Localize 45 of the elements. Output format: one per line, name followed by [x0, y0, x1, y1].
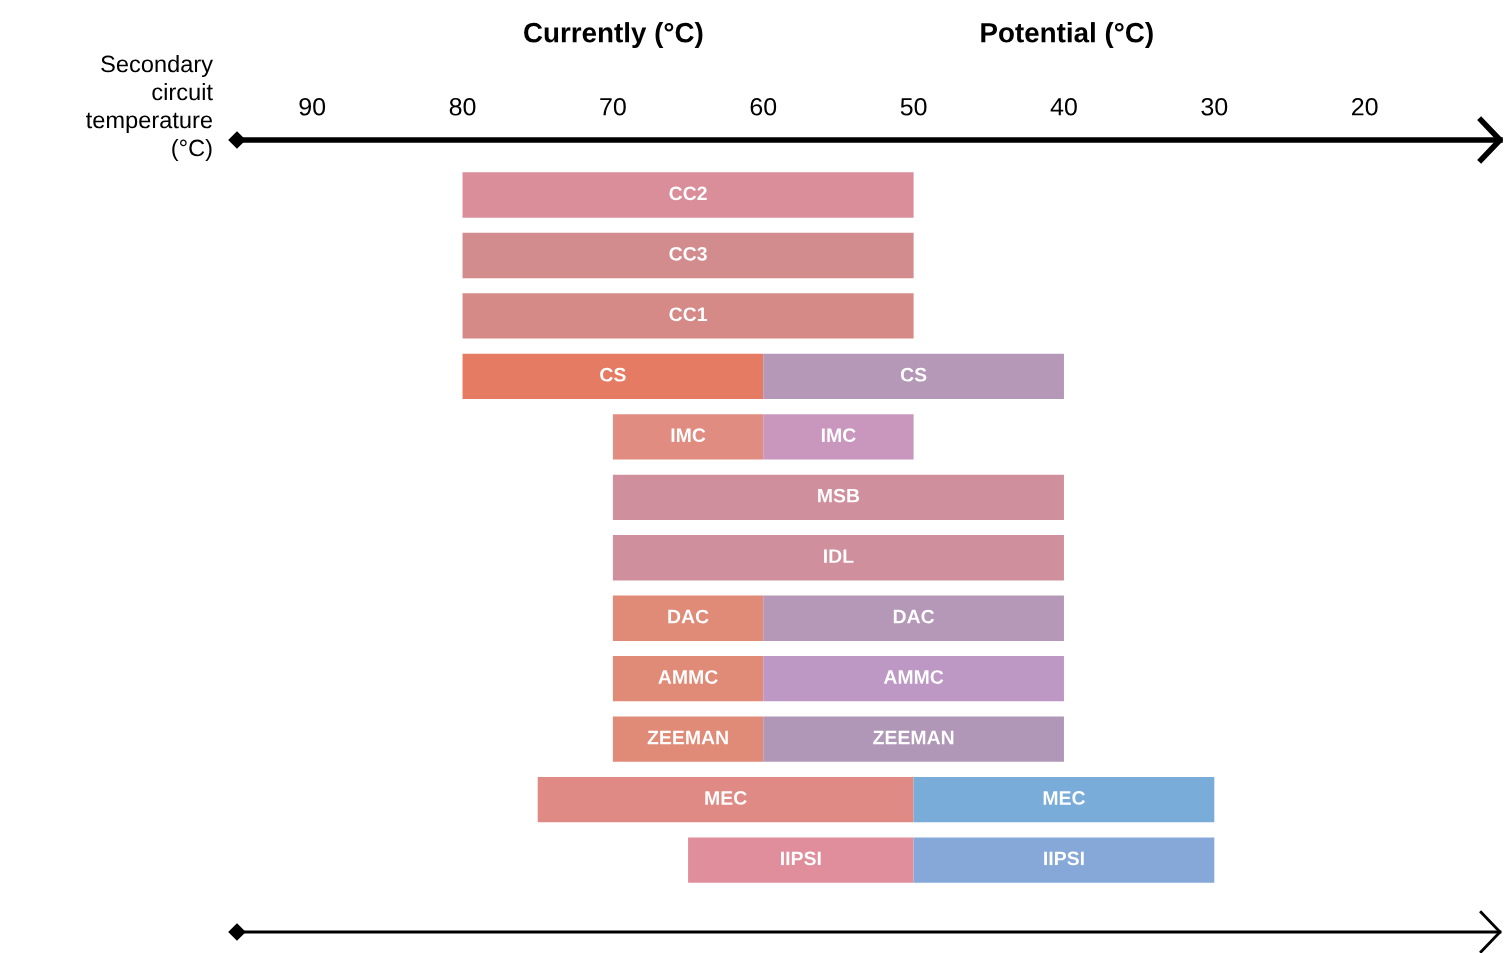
- bar: [612, 535, 1064, 581]
- bar: [913, 837, 1215, 883]
- y-tick-label: CC3: [669, 246, 707, 261]
- bar: [462, 232, 914, 279]
- bar: [612, 595, 764, 641]
- text: Currently (°C): [524, 22, 703, 48]
- bar: [612, 474, 1064, 520]
- bar: [913, 776, 1215, 823]
- bar: [763, 414, 914, 460]
- bar: [688, 837, 914, 883]
- y-tick-label: CC1: [669, 307, 707, 322]
- x-tick-label: 80: [449, 97, 476, 116]
- category-label: ZEEMAN: [873, 730, 954, 745]
- x-tick-label: 30: [1201, 97, 1228, 116]
- bar: [612, 414, 764, 460]
- x-tick-label: 90: [299, 97, 326, 116]
- x-tick-label: 20: [1352, 97, 1378, 116]
- y-axis-title: Secondary circuit temperature (°C): [86, 55, 213, 161]
- category-label: DAC: [893, 609, 935, 624]
- y-tick-label: ZEEMAN: [647, 730, 728, 745]
- category-label: MEC: [1043, 791, 1086, 805]
- bar: [537, 776, 914, 823]
- y-tick-label: DAC: [668, 609, 709, 624]
- y-tick-label: IMC: [671, 428, 706, 443]
- bar: [763, 353, 1064, 400]
- category-label: AMMC: [883, 670, 944, 684]
- bar: [763, 656, 1064, 702]
- y-tick-label: AMMC: [658, 670, 718, 684]
- x-tick-label: 50: [900, 97, 927, 116]
- category-label: CS: [900, 367, 927, 382]
- category-label: IIPSI: [1044, 851, 1084, 866]
- bar: [763, 716, 1064, 762]
- x-tick-label: 70: [600, 97, 626, 116]
- bar: [612, 656, 764, 702]
- x-tick-label: 40: [1050, 97, 1077, 116]
- y-tick-label: MSB: [818, 488, 860, 503]
- bar: [763, 595, 1064, 641]
- x-tick-label: 60: [750, 97, 777, 116]
- y-tick-label: IDL: [824, 549, 854, 563]
- bar: [462, 353, 764, 400]
- bar: [612, 716, 764, 762]
- bar: [462, 172, 914, 218]
- text: Potential (°C): [981, 22, 1153, 48]
- y-tick-label: CC2: [669, 186, 707, 201]
- bar: [462, 293, 914, 339]
